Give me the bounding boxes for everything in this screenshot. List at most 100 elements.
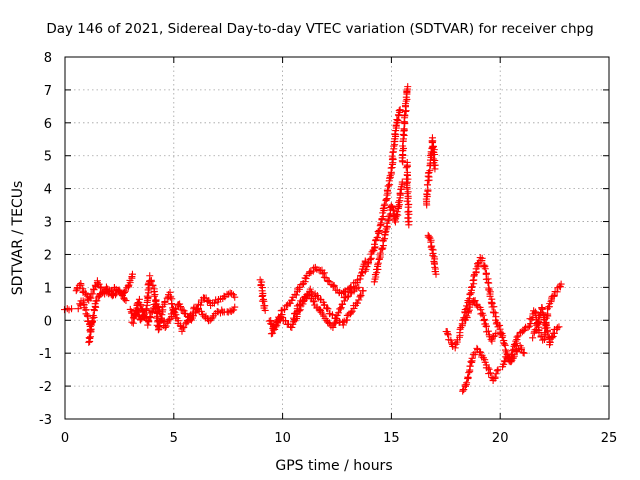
data-point-marker: [306, 268, 314, 276]
data-point-marker: [150, 292, 158, 300]
data-point-marker: [161, 323, 169, 331]
data-point-marker: [468, 283, 476, 291]
data-point-marker: [152, 304, 160, 312]
data-point-marker: [108, 292, 116, 300]
data-point-marker: [140, 313, 148, 321]
data-point-marker: [198, 311, 206, 319]
x-tick-label: 5: [170, 431, 178, 446]
data-point-marker: [463, 312, 471, 320]
data-point-marker: [513, 333, 521, 341]
data-point-marker: [337, 305, 345, 313]
data-point-marker: [288, 296, 296, 304]
data-point-marker: [278, 313, 286, 321]
data-point-marker: [162, 322, 170, 330]
data-point-marker: [456, 325, 464, 333]
data-point-marker: [405, 210, 413, 218]
data-point-marker: [178, 327, 186, 335]
data-point-marker: [395, 107, 403, 115]
data-point-marker: [371, 240, 379, 248]
data-point-marker: [137, 316, 145, 324]
data-point-marker: [403, 197, 411, 205]
data-point-marker: [520, 325, 528, 333]
data-point-marker: [538, 305, 546, 313]
data-point-marker: [425, 233, 433, 241]
data-point-marker: [527, 320, 535, 328]
data-point-marker: [444, 330, 452, 338]
data-point-marker: [465, 295, 473, 303]
x-tick-label: 20: [492, 431, 509, 446]
data-point-marker: [374, 259, 382, 267]
data-point-marker: [210, 299, 218, 307]
data-point-marker: [510, 340, 518, 348]
x-axis-label: GPS time / hours: [275, 458, 392, 474]
data-point-marker: [89, 290, 97, 298]
data-point-marker: [282, 316, 290, 324]
data-point-marker: [423, 190, 431, 198]
data-point-marker: [393, 208, 401, 216]
data-point-marker: [87, 320, 95, 328]
data-point-marker: [491, 309, 499, 317]
data-point-marker: [96, 283, 104, 291]
data-point-marker: [324, 305, 332, 313]
data-point-marker: [347, 308, 355, 316]
data-point-marker: [343, 293, 351, 301]
data-point-marker: [432, 270, 440, 278]
chart-title: Day 146 of 2021, Sidereal Day-to-day VTE…: [46, 21, 593, 37]
data-point-marker: [337, 304, 345, 312]
data-point-marker: [310, 264, 318, 272]
data-point-marker: [400, 125, 408, 133]
data-point-marker: [87, 328, 95, 336]
data-point-marker: [457, 324, 465, 332]
data-point-marker: [86, 293, 94, 301]
data-point-marker: [144, 294, 152, 302]
data-point-marker: [469, 277, 477, 285]
data-point-marker: [431, 165, 439, 173]
data-point-marker: [493, 367, 501, 375]
data-point-marker: [77, 281, 85, 289]
data-point-marker: [386, 172, 394, 180]
data-point-marker: [197, 301, 205, 309]
data-point-marker: [466, 362, 474, 370]
y-tick-label: 8: [44, 51, 52, 66]
data-point-marker: [356, 293, 364, 301]
data-point-marker: [500, 340, 508, 348]
data-point-marker: [484, 327, 492, 335]
data-point-marker: [375, 255, 383, 263]
data-point-marker: [177, 303, 185, 311]
data-point-marker: [90, 286, 98, 294]
data-point-marker: [524, 323, 532, 331]
data-point-marker: [384, 182, 392, 190]
data-point-marker: [502, 346, 510, 354]
y-tick-label: -2: [39, 380, 52, 395]
x-tick-label: 10: [274, 431, 291, 446]
x-tick-label: 25: [601, 431, 618, 446]
data-point-marker: [546, 338, 554, 346]
x-tick-label: 0: [61, 431, 69, 446]
data-point-marker: [197, 307, 205, 315]
data-point-marker: [355, 296, 363, 304]
data-point-marker: [512, 337, 520, 345]
data-point-marker: [404, 218, 412, 226]
y-tick-label: 7: [44, 84, 52, 99]
data-point-marker: [394, 211, 402, 219]
data-point-marker: [339, 321, 347, 329]
data-point-marker: [517, 346, 525, 354]
y-axis-label: SDTVAR / TECUs: [10, 181, 26, 296]
data-point-marker: [143, 292, 151, 300]
data-point-marker: [355, 283, 363, 291]
data-point-marker: [375, 226, 383, 234]
y-tick-label: 3: [44, 216, 52, 231]
x-tick-label: 15: [383, 431, 400, 446]
data-point-marker: [471, 297, 479, 305]
data-point-marker: [170, 306, 178, 314]
data-point-marker: [468, 354, 476, 362]
data-point-marker: [404, 194, 412, 202]
data-point-marker: [85, 334, 93, 342]
data-point-marker: [319, 270, 327, 278]
data-point-marker: [384, 216, 392, 224]
data-point-marker: [373, 234, 381, 242]
data-layer: [61, 83, 565, 395]
data-point-marker: [391, 130, 399, 138]
data-point-marker: [168, 300, 176, 308]
